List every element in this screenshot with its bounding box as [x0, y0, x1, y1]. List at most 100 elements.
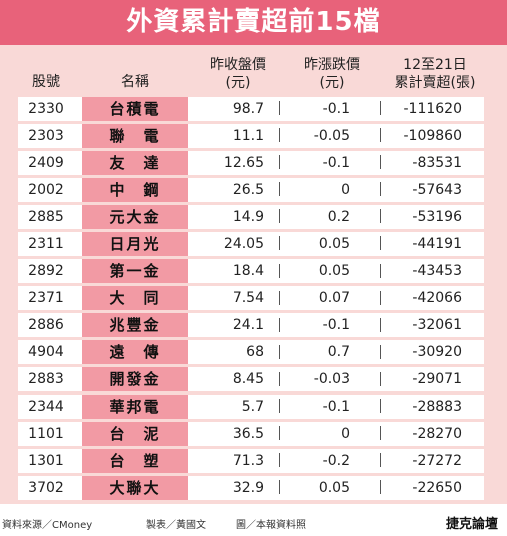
- cell-price: 11.1: [232, 127, 264, 144]
- cell-change: 0.05: [318, 235, 350, 252]
- cell-change: 0.07: [318, 290, 350, 307]
- column-divider: [380, 101, 381, 115]
- header-name-label: 名稱: [121, 74, 149, 90]
- column-divider: [380, 344, 381, 359]
- header-code: 股號: [20, 73, 72, 91]
- cell-name: 日月光: [82, 231, 188, 256]
- cell-price: 32.9: [232, 479, 264, 496]
- header-net-line2: 累計賣超(張): [394, 75, 476, 91]
- header-price-line2: (元): [225, 75, 251, 91]
- cell-price: 98.7: [232, 100, 264, 117]
- cell-change: -0.05: [313, 127, 350, 144]
- cell-price: 8.45: [232, 371, 264, 388]
- column-divider: [279, 263, 280, 278]
- cell-price: 36.5: [232, 425, 264, 442]
- header-change: 昨漲跌價 (元): [290, 56, 374, 92]
- cell-change: -0.1: [322, 317, 350, 334]
- cell-code: 2330: [28, 100, 64, 117]
- cell-name: 聯 電: [82, 123, 188, 148]
- cell-price: 7.54: [232, 290, 264, 307]
- cell-net-sell: -28883: [412, 398, 462, 415]
- cell-code: 2344: [28, 398, 64, 415]
- cell-price: 71.3: [232, 452, 264, 469]
- cell-name: 中 鋼: [82, 177, 188, 202]
- column-divider: [279, 344, 280, 359]
- cell-change: 0.7: [327, 344, 350, 361]
- cell-net-sell: -32061: [412, 317, 462, 334]
- cell-net-sell: -111620: [403, 100, 463, 117]
- cell-price: 12.65: [223, 154, 264, 171]
- table-row: 3702 大聯大 32.9 0.05 -22650: [0, 474, 507, 501]
- cell-price: 68: [246, 344, 264, 361]
- footer: 資料來源／CMoney 製表／黃國文 圖／本報資料照 捷克論壇: [0, 504, 507, 536]
- cell-price: 26.5: [232, 181, 264, 198]
- cell-code: 2303: [28, 127, 64, 144]
- cell-name: 台 塑: [82, 448, 188, 473]
- cell-code: 2371: [28, 290, 64, 307]
- column-divider: [279, 209, 280, 224]
- forum-logo: 捷克論壇: [446, 517, 499, 532]
- table-body: 2330 台積電 98.7 -0.1 -111620 2303 聯 電 11.1 -0.05 -1…: [0, 95, 507, 501]
- cell-name: 遠 傳: [82, 340, 188, 365]
- column-divider: [279, 182, 280, 197]
- cell-code: 2311: [28, 235, 64, 252]
- footer-graphic: 圖／本報資料照: [236, 520, 306, 531]
- header-price-line1: 昨收盤價: [210, 57, 266, 73]
- cell-net-sell: -43453: [412, 263, 462, 280]
- cell-code: 3702: [28, 479, 64, 496]
- cell-code: 2409: [28, 154, 64, 171]
- table-row: 2883 開發金 8.45 -0.03 -29071: [0, 366, 507, 393]
- cell-change: -0.1: [322, 100, 350, 117]
- column-divider: [380, 263, 381, 278]
- column-divider: [380, 155, 381, 170]
- table-row: 2371 大 同 7.54 0.07 -42066: [0, 285, 507, 312]
- column-divider: [380, 182, 381, 197]
- cell-net-sell: -29071: [412, 371, 462, 388]
- cell-code: 2883: [28, 371, 64, 388]
- column-divider: [279, 290, 280, 305]
- column-divider: [279, 371, 280, 386]
- cell-price: 18.4: [232, 263, 264, 280]
- column-divider: [279, 426, 280, 441]
- cell-net-sell: -109860: [403, 127, 463, 144]
- column-divider: [279, 101, 280, 115]
- cell-net-sell: -83531: [412, 154, 462, 171]
- column-divider: [279, 128, 280, 143]
- table-row: 2409 友 達 12.65 -0.1 -83531: [0, 149, 507, 176]
- cell-name: 元大金: [82, 204, 188, 229]
- table-row: 2344 華邦電 5.7 -0.1 -28883: [0, 393, 507, 420]
- column-divider: [380, 426, 381, 441]
- table-row: 1101 台 泥 36.5 0 -28270: [0, 420, 507, 447]
- cell-code: 2885: [28, 208, 64, 225]
- column-divider: [279, 480, 280, 495]
- header-change-line1: 昨漲跌價: [304, 57, 360, 73]
- column-divider: [380, 236, 381, 251]
- cell-code: 2892: [28, 263, 64, 280]
- cell-name: 華邦電: [82, 394, 188, 419]
- table-row: 2885 元大金 14.9 0.2 -53196: [0, 203, 507, 230]
- header-net: 12至21日 累計賣超(張): [380, 56, 490, 92]
- table-row: 2311 日月光 24.05 0.05 -44191: [0, 230, 507, 257]
- column-divider: [380, 128, 381, 143]
- cell-change: -0.1: [322, 154, 350, 171]
- cell-code: 1101: [28, 425, 64, 442]
- cell-net-sell: -27272: [412, 452, 462, 469]
- cell-change: 0.05: [318, 263, 350, 280]
- cell-name: 大 同: [82, 286, 188, 311]
- cell-name: 台積電: [82, 96, 188, 121]
- cell-net-sell: -22650: [412, 479, 462, 496]
- column-divider: [279, 317, 280, 332]
- cell-net-sell: -57643: [412, 181, 462, 198]
- column-divider: [380, 209, 381, 224]
- cell-change: 0: [341, 425, 350, 442]
- column-divider: [279, 399, 280, 414]
- cell-net-sell: -30920: [412, 344, 462, 361]
- table-row: 1301 台 塑 71.3 -0.2 -27272: [0, 447, 507, 474]
- cell-name: 兆豐金: [82, 313, 188, 338]
- column-divider: [380, 290, 381, 305]
- cell-name: 大聯大: [82, 475, 188, 500]
- cell-change: -0.2: [322, 452, 350, 469]
- column-divider: [380, 480, 381, 495]
- cell-code: 4904: [28, 344, 64, 361]
- column-divider: [380, 371, 381, 386]
